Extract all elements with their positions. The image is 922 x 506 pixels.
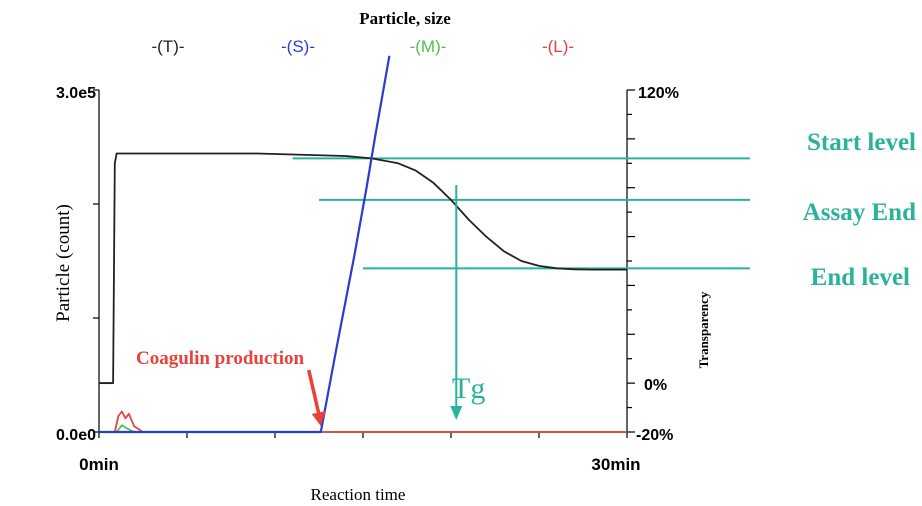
x-tick-label-min: 0min [79,455,119,474]
start-level-label: Start level [807,129,916,156]
axis-ticks [93,89,635,438]
plot-frame [98,90,628,433]
series-line-l [99,410,627,433]
x-tick-label-max: 30min [591,455,640,474]
tg-label: Tg [452,372,485,405]
annotation-layer [307,185,463,426]
end-level-label: End level [811,264,910,291]
coagulin-production-label: Coagulin production [136,348,304,369]
y-tick-label-max: 3.0e5 [56,85,96,102]
assay-end-label: Assay End [803,199,916,226]
series-layer [99,55,627,434]
tg-arrow-head [450,406,463,420]
series-line-s [99,55,391,434]
y2-tick-label-min: -20% [636,427,673,444]
x-axis-label: Reaction time [311,485,406,504]
y2-axis-label: Transparency [696,291,711,368]
coagulin-arrow-shaft [307,369,322,419]
y2-tick-label-zero: 0% [644,377,667,394]
coagulin-arrow-head [311,411,326,426]
y-axis-label: Particle (count) [53,204,74,322]
legend-label-m: -(M)- [410,37,447,56]
y-tick-label-min: 0.0e0 [56,427,96,444]
chart-title: Particle, size [359,9,451,28]
series-line-t [99,152,627,384]
legend-label-t: -(T)- [151,37,184,56]
legend-label-s: -(S)- [281,37,315,56]
legend-label-l: -(L)- [542,37,574,56]
y2-tick-label-max: 120% [638,85,679,102]
